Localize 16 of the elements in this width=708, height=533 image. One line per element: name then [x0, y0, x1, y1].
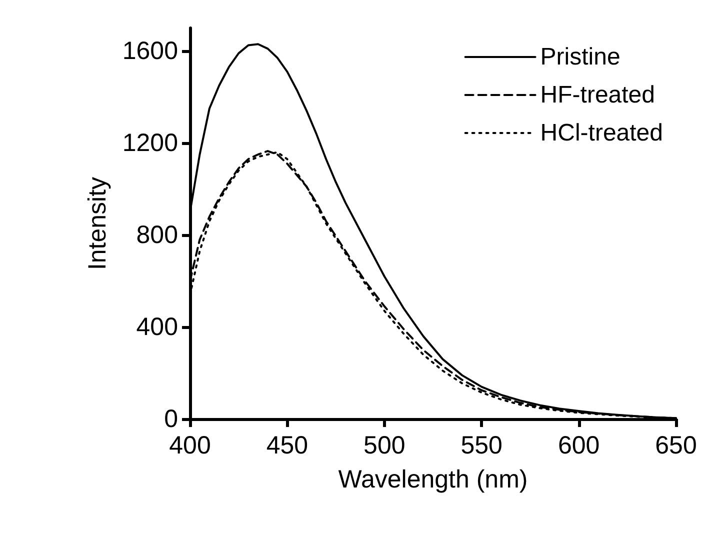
x-axis-title: Wavelength (nm)	[338, 466, 528, 494]
legend-label: Pristine	[540, 44, 620, 70]
y-tick-label: 0	[164, 405, 178, 433]
y-tick-label: 400	[136, 313, 178, 341]
y-axis-title: Intensity	[84, 176, 112, 270]
x-tick-label: 500	[364, 432, 406, 460]
x-tick-label: 650	[655, 432, 697, 460]
x-tick-label: 600	[558, 432, 600, 460]
x-tick-label: 450	[266, 432, 308, 460]
legend-label: HCl-treated	[540, 120, 664, 146]
y-tick-label: 1200	[122, 129, 178, 157]
legend-label: HF-treated	[540, 82, 655, 108]
x-tick-label: 400	[169, 432, 211, 460]
y-tick-label: 1600	[122, 37, 178, 65]
x-tick-label: 550	[460, 432, 502, 460]
y-tick-label: 800	[136, 221, 178, 249]
